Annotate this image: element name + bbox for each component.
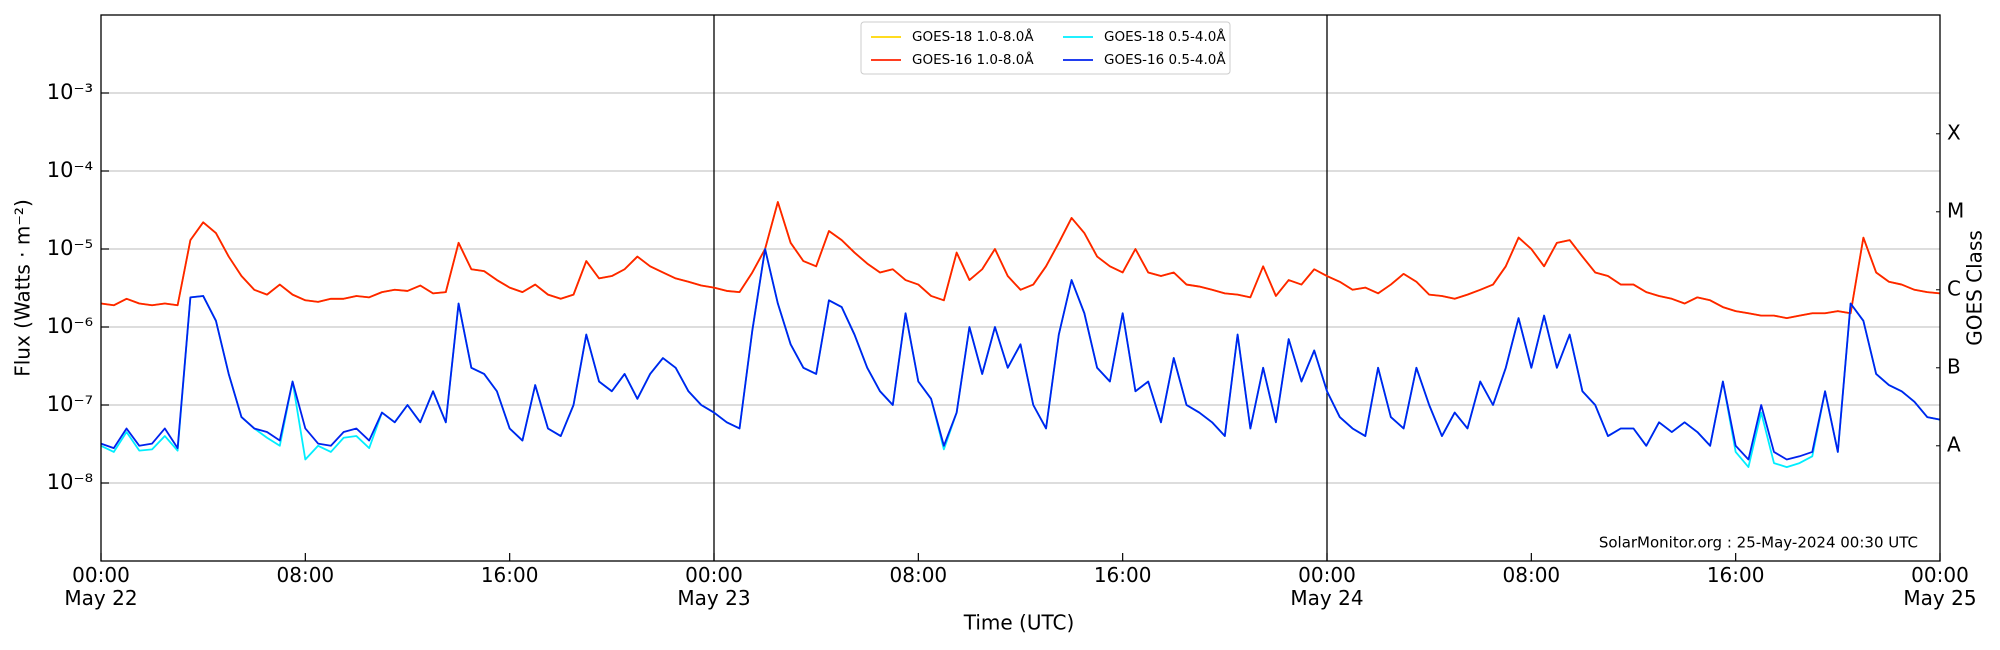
y2-tick-label: C [1947,276,1961,300]
plot-frame [100,14,1941,562]
x-tick-label: 00:00 May 24 [1290,563,1364,610]
y-tick-label: 10⁻⁸ [47,470,93,494]
y-tick-label: 10⁻⁶ [47,314,93,338]
y-tick-label: 10⁻³ [47,80,93,104]
legend-label: GOES-18 1.0-8.0Å [912,28,1034,45]
y2-tick-label: M [1947,198,1964,222]
y2-tick-label: B [1947,354,1961,378]
x-tick-label: 16:00 [1093,563,1152,587]
x-axis-label: Time (UTC) [963,611,1075,635]
legend-label: GOES-16 1.0-8.0Å [912,51,1034,68]
flux-line [100,248,1941,468]
x-tick-label: 08:00 [889,563,948,587]
annotation: SolarMonitor.org : 25-May-2024 00:30 UTC [1599,534,1918,552]
x-tick-label: 00:00 May 22 [64,563,138,610]
y2-tick-label: A [1947,432,1961,456]
flux-line [100,201,1941,320]
legend-label: GOES-18 0.5-4.0Å [1104,28,1226,45]
y-axis-label: Flux (Watts · m⁻²) [11,199,35,377]
legend-label: GOES-16 0.5-4.0Å [1104,51,1226,68]
x-tick-label: 00:00 May 25 [1903,563,1977,610]
x-tick-label: 08:00 [1502,563,1561,587]
x-tick-label: 08:00 [276,563,335,587]
y-tick-label: 10⁻⁵ [47,236,93,260]
x-tick-label: 16:00 [480,563,539,587]
legend-box [860,21,1231,75]
y2-axis-label: GOES Class [1963,230,1987,346]
y-tick-label: 10⁻⁷ [47,392,93,416]
y2-tick-label: X [1947,120,1961,144]
x-tick-label: 16:00 [1706,563,1765,587]
y-tick-label: 10⁻⁴ [47,158,93,182]
flux-line [100,201,1941,320]
flux-line [100,248,1941,461]
x-tick-label: 00:00 May 23 [677,563,751,610]
